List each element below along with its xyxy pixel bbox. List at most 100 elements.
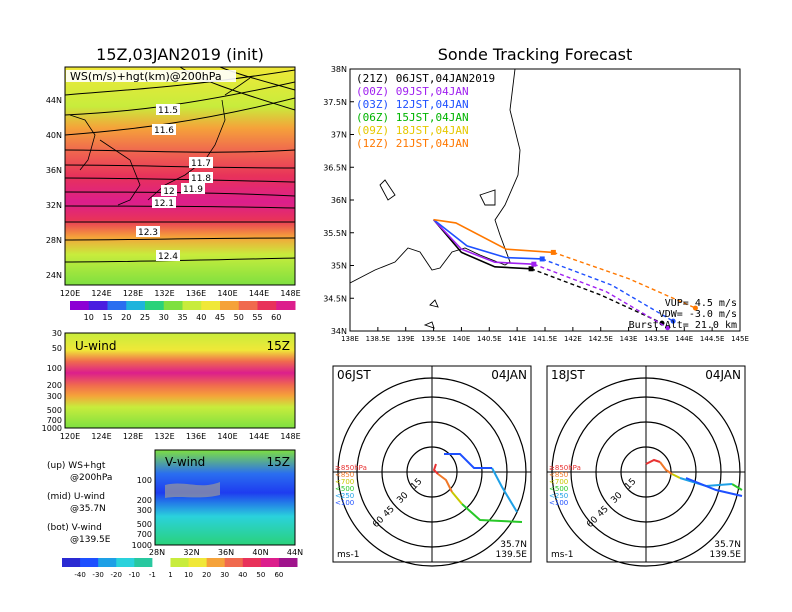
colorbar-swatch: [260, 558, 280, 567]
contour-label: 11.9: [183, 185, 203, 195]
colorbar-label: 10: [84, 313, 94, 322]
contour-label: 11.5: [158, 106, 178, 116]
lon-tick-label: 148E: [280, 432, 300, 441]
burst-marker: [531, 261, 537, 267]
uwind-time: 15Z: [267, 339, 291, 353]
tracking-lon-axis: 138E 138.5E 139E 139.5E 140E 140.5E 141E 141.5E…: [341, 327, 749, 343]
colorbar-label: -20: [111, 571, 122, 579]
hodograph-lat: 35.7N: [714, 540, 741, 550]
lon-tick-label: 144E: [249, 432, 269, 441]
lon-tick-label: 124E: [91, 289, 111, 298]
hodograph-trace: [451, 491, 463, 505]
colorbar-swatch: [224, 558, 244, 567]
colorbar-swatch: [80, 558, 99, 567]
lon-tick-label: 120E: [60, 289, 80, 298]
level-tick-label: 1000: [132, 541, 152, 550]
colorbar-swatch: [88, 301, 108, 310]
landing-marker: [670, 318, 676, 324]
colorbar-swatch: [145, 301, 165, 310]
level-legend: <850: [335, 471, 354, 479]
lat-tick-label: 36N: [218, 548, 234, 557]
colorbar-label: 60: [274, 571, 283, 579]
lon-tick-label: 128E: [123, 432, 143, 441]
colorbar-swatch: [107, 301, 127, 310]
level-legend: <500: [549, 485, 568, 493]
lon-tick-label: 140E: [217, 432, 237, 441]
colorbar-label: 15: [102, 313, 112, 322]
colorbar-label: 35: [177, 313, 187, 322]
lon-tick-label: 139E: [397, 335, 415, 343]
lon-tick-label: 148E: [280, 289, 300, 298]
ascent-track: [432, 219, 534, 265]
colorbar-swatch: [70, 301, 90, 310]
level-legend: <250: [335, 492, 354, 500]
colorbar-label: 50: [256, 571, 265, 579]
lat-tick-label: 36N: [46, 166, 62, 175]
descent-track: [530, 268, 663, 324]
level-tick-label: 200: [47, 381, 62, 390]
lon-tick-label: 138E: [341, 335, 359, 343]
param-line: VUP= 4.5 m/s: [665, 298, 737, 309]
ws-colorbar: 10 15 20 25 30 35 40 45 50 55 60: [70, 301, 296, 322]
contour-label: 11.8: [191, 174, 211, 184]
lon-tick-label: 128E: [123, 289, 143, 298]
lon-tick-label: 140E: [217, 289, 237, 298]
hodograph-trace: [645, 458, 661, 465]
colorbar-swatch: [170, 558, 190, 567]
hodograph-trace: [437, 473, 453, 493]
ws-lat-axis: 44N 40N 36N 32N 28N 24N: [46, 96, 62, 280]
lon-tick-label: 143E: [620, 335, 638, 343]
colorbar-label: 30: [159, 313, 169, 322]
colorbar-swatch: [152, 558, 171, 567]
hodograph-unit: ms-1: [337, 550, 359, 560]
legend-line: @35.7N: [70, 504, 106, 514]
colorbar-label: 50: [234, 313, 244, 322]
level-tick-label: 300: [137, 506, 152, 515]
contour-label: 11.6: [154, 126, 174, 136]
ascent-track: [433, 218, 554, 254]
level-legend: <250: [549, 492, 568, 500]
colorbar-swatch: [238, 301, 258, 310]
hodograph-trace: [671, 473, 681, 479]
colorbar-swatch: [134, 558, 153, 567]
level-legend: ≥850hPa: [335, 464, 367, 472]
colorbar-label: -1: [149, 571, 156, 579]
descent-track: [553, 251, 696, 309]
hodograph-lon: 139.5E: [496, 550, 528, 560]
vwind-colorbar: -40 -30 -20 -10 -1 1 10 20 30 40 50 60: [62, 558, 298, 579]
legend-line: (bot) V-wind: [47, 523, 102, 533]
uwind-title: U-wind: [75, 339, 116, 353]
ascent-track: [433, 219, 543, 260]
level-legend: <700: [335, 478, 354, 486]
level-tick-label: 700: [137, 530, 152, 539]
lon-tick-label: 141.5E: [533, 335, 557, 343]
lat-tick-label: 28N: [46, 236, 62, 245]
colorbar-label: 10: [184, 571, 193, 579]
legend-line: (up) WS+hgt: [47, 461, 106, 471]
level-legend: <100: [549, 499, 568, 507]
lat-tick-label: 32N: [46, 201, 62, 210]
colorbar-label: 20: [202, 571, 211, 579]
param-line: VDW= -3.0 m/s: [659, 309, 737, 320]
hodograph-unit: ms-1: [551, 550, 573, 560]
lon-tick-label: 138.5E: [366, 335, 390, 343]
colorbar-label: 55: [252, 313, 262, 322]
launch-legend-item: (00Z) 09JST,04JAN: [356, 85, 469, 98]
hodograph-trace: [731, 483, 743, 491]
descent-track: [533, 263, 668, 329]
launch-legend-item: (03Z) 12JST,04JAN: [356, 98, 469, 111]
lon-tick-label: 132E: [154, 289, 174, 298]
colorbar-swatch: [62, 558, 81, 567]
ws-map-label: WS(m/s)+hgt(km)@200hPa: [70, 70, 222, 83]
contour-label: 11.7: [191, 159, 211, 169]
landing-marker: [665, 325, 671, 331]
contour-label: 12: [163, 187, 174, 197]
legend-line: @200hPa: [70, 473, 112, 483]
hodograph-trace: [491, 467, 518, 513]
colorbar-label: 45: [215, 313, 225, 322]
colorbar-swatch: [257, 301, 277, 310]
level-legend: <100: [335, 499, 354, 507]
colorbar-label: 60: [271, 313, 281, 322]
launch-legend-item: (12Z) 21JST,04JAN: [356, 137, 469, 150]
